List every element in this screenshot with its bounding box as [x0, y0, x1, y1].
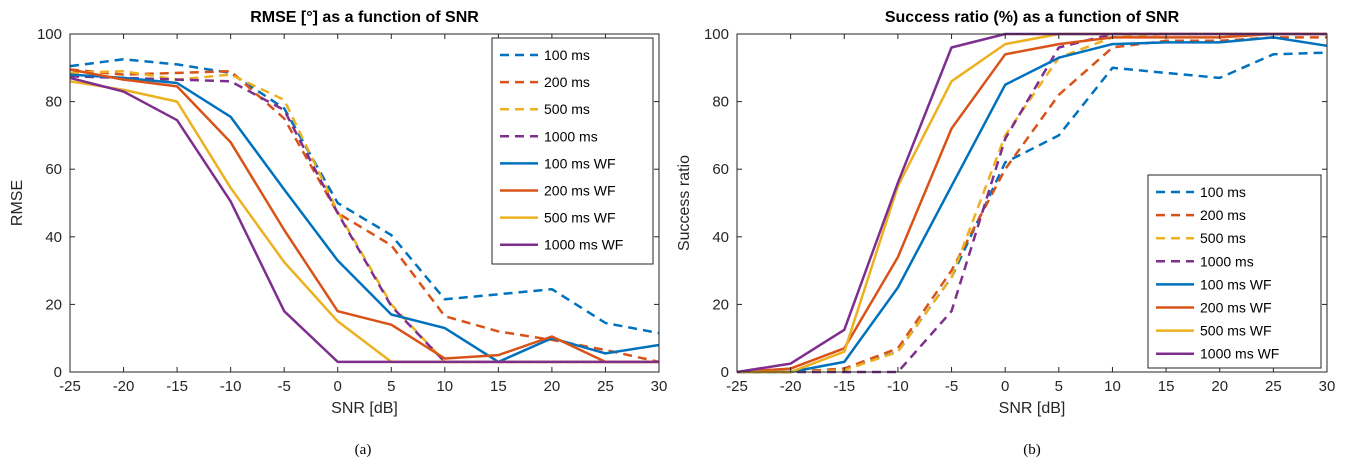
series-line-100-ms	[69, 58, 660, 335]
series-line-200-ms	[737, 36, 1327, 374]
x-tick-label: -15	[833, 378, 855, 395]
y-tick-label: 20	[712, 296, 729, 313]
figure-caption: (a)	[355, 442, 372, 458]
x-tick-label: -25	[59, 378, 81, 395]
legend-entry-label: 200 ms WF	[544, 183, 616, 199]
legend-entry-label: 1000 ms WF	[1200, 346, 1279, 362]
x-tick-label: 30	[651, 378, 668, 395]
y-tick-label: 40	[45, 229, 62, 246]
x-tick-label: -25	[726, 378, 748, 395]
x-tick-label: 5	[387, 378, 395, 395]
y-tick-label: 100	[704, 26, 729, 43]
x-tick-label: 0	[334, 378, 342, 395]
legend-entry-label: 200 ms WF	[1200, 300, 1272, 316]
x-tick-label: 5	[1055, 378, 1063, 395]
series-line-200-ms-wf	[736, 32, 1327, 374]
legend-entry-label: 500 ms WF	[1200, 323, 1272, 339]
x-tick-label: -10	[220, 378, 242, 395]
x-tick-label: -20	[780, 378, 802, 395]
x-tick-label: -5	[278, 378, 291, 395]
x-tick-label: 15	[490, 378, 507, 395]
y-tick-label: 60	[45, 161, 62, 178]
y-tick-label: 40	[712, 229, 729, 246]
chart-title: Success ratio (%) as a function of SNR	[885, 9, 1180, 26]
chart-title: RMSE [°] as a function of SNR	[250, 9, 479, 26]
legend-entry-label: 200 ms	[1200, 207, 1246, 223]
x-axis-label: SNR [dB]	[331, 400, 398, 417]
chart-panel-2: -25 -20 -15 -10 -5 0 5 10 15 20 25 30 0 20 40 60 80 100 Su…	[676, 9, 1335, 458]
series-line-1000-ms-wf	[69, 76, 659, 364]
series-line-100-ms-wf	[737, 36, 1328, 374]
x-tick-label: 0	[1001, 378, 1009, 395]
axes-box	[736, 33, 1328, 373]
legend-entry-label: 100 ms WF	[1200, 276, 1272, 292]
x-tick-label: 25	[597, 378, 614, 395]
x-tick-label: -20	[113, 378, 135, 395]
legend-box	[491, 37, 654, 265]
legend-entry-label: 1000 ms	[1200, 253, 1254, 269]
y-tick-label: 0	[721, 364, 729, 381]
legend-box	[1147, 174, 1322, 369]
legend-entry-label: 1000 ms	[544, 128, 598, 144]
axes-box	[69, 33, 660, 373]
legend-entry-label: 500 ms	[544, 101, 590, 117]
x-tick-label: -5	[945, 378, 958, 395]
x-axis-label: SNR [dB]	[999, 400, 1066, 417]
x-tick-label: 30	[1319, 378, 1336, 395]
y-tick-label: 80	[712, 94, 729, 111]
x-tick-label: -10	[887, 378, 909, 395]
legend-entry-label: 1000 ms WF	[544, 237, 623, 253]
legend-entry-label: 100 ms	[1200, 184, 1246, 200]
figure-caption: (b)	[1023, 442, 1041, 458]
x-tick-label: 10	[1104, 378, 1121, 395]
x-tick-label: -15	[166, 378, 188, 395]
y-tick-label: 60	[712, 161, 729, 178]
x-tick-label: 25	[1265, 378, 1282, 395]
y-tick-label: 0	[54, 364, 62, 381]
x-tick-label: 20	[544, 378, 561, 395]
y-tick-label: 20	[45, 296, 62, 313]
y-axis-label: Success ratio	[676, 155, 693, 251]
x-tick-label: 10	[436, 378, 453, 395]
series-line-200-ms-wf	[69, 68, 659, 364]
x-tick-label: 20	[1211, 378, 1228, 395]
legend-entry-label: 500 ms	[1200, 230, 1246, 246]
y-axis-label: RMSE	[9, 180, 26, 226]
legend-entry-label: 500 ms WF	[544, 210, 616, 226]
chart-panel-1: -25 -20 -15 -10 -5 0 5 10 15 20 25 30 0 20 40 60 80 100 RM…	[9, 9, 667, 458]
legend-entry-label: 200 ms	[544, 74, 590, 90]
series-line-200-ms	[69, 68, 660, 364]
x-tick-label: 15	[1158, 378, 1175, 395]
legend: 100 ms 200 ms 500 ms 1000 ms 100 ms WF 200 ms…	[1147, 174, 1322, 369]
y-tick-label: 80	[45, 94, 62, 111]
legend-entry-label: 100 ms WF	[544, 155, 616, 171]
legend: 100 ms 200 ms 500 ms 1000 ms 100 ms WF 200 ms…	[491, 37, 654, 265]
legend-entry-label: 100 ms	[544, 47, 590, 63]
y-tick-label: 100	[37, 26, 62, 43]
